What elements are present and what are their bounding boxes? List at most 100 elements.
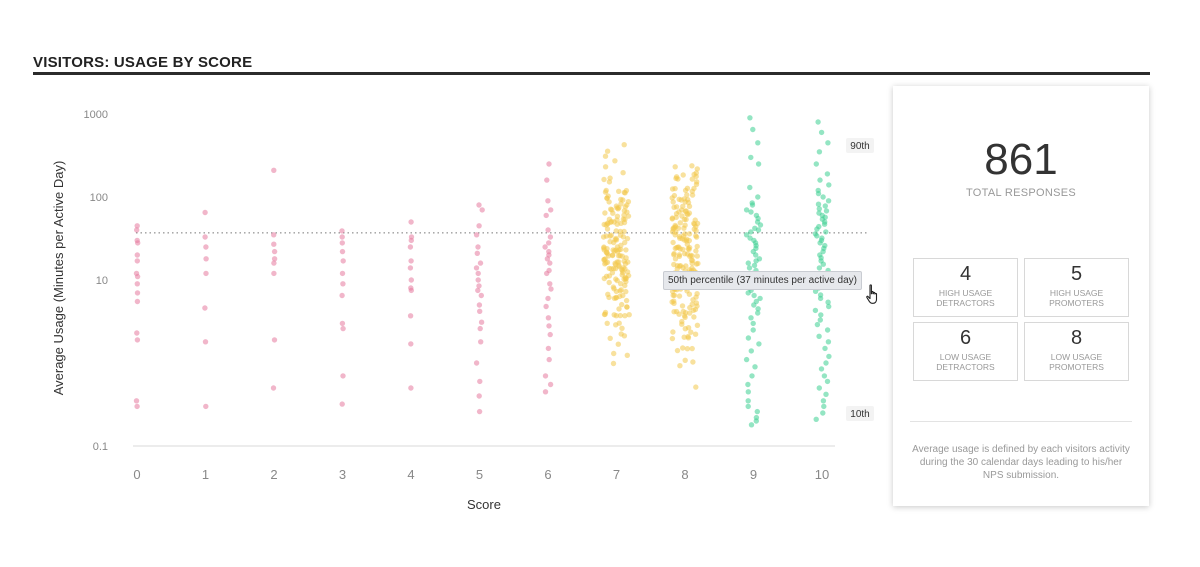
data-point (547, 381, 554, 388)
data-point (611, 312, 617, 318)
data-point (134, 298, 141, 305)
data-point (339, 228, 345, 234)
data-point (822, 345, 828, 352)
data-point (681, 237, 688, 243)
data-point (134, 281, 140, 287)
data-point (602, 189, 609, 195)
data-point (613, 228, 619, 234)
data-point (750, 126, 756, 133)
data-point (816, 265, 823, 271)
data-point (548, 286, 554, 292)
data-point (825, 339, 832, 345)
data-point (681, 216, 688, 222)
data-point (686, 231, 693, 237)
data-point (680, 345, 686, 351)
data-point (757, 222, 764, 228)
data-point (693, 234, 700, 240)
data-point (690, 297, 696, 303)
data-point (620, 265, 626, 271)
data-point (671, 250, 677, 257)
data-point (750, 320, 756, 327)
data-point (613, 276, 619, 282)
data-point (603, 273, 610, 279)
data-point (743, 232, 750, 238)
data-point (610, 360, 617, 367)
data-point (818, 366, 825, 372)
data-point (824, 378, 831, 385)
data-point (748, 154, 754, 161)
data-point (823, 208, 830, 214)
data-point (748, 209, 754, 215)
data-point (823, 391, 829, 397)
stat-value: 5 (1070, 263, 1083, 285)
data-point (814, 321, 821, 328)
data-point (620, 170, 626, 176)
data-point (618, 220, 624, 226)
data-point (816, 149, 823, 155)
data-point (624, 304, 630, 310)
data-point (623, 288, 629, 295)
x-tick-label: 1 (202, 467, 209, 482)
data-point (680, 203, 686, 209)
data-point (745, 290, 751, 296)
x-tick-label: 9 (750, 467, 757, 482)
data-point (340, 325, 346, 332)
data-point (619, 301, 625, 308)
data-point (622, 204, 629, 210)
data-point (745, 381, 751, 388)
data-point (407, 265, 414, 271)
data-point (614, 217, 620, 223)
data-point (271, 248, 278, 255)
y-tick-label: 10 (96, 275, 108, 287)
data-point (605, 221, 611, 227)
y-tick-label: 1000 (84, 109, 108, 121)
data-point (745, 403, 751, 410)
data-point (685, 245, 691, 252)
data-point (745, 335, 752, 341)
stat-value: 4 (959, 263, 972, 285)
data-point (825, 198, 832, 204)
data-point (672, 185, 678, 192)
data-point (814, 226, 820, 232)
data-point (624, 209, 630, 215)
data-point (339, 320, 346, 327)
data-point (686, 203, 693, 209)
data-point (620, 292, 626, 299)
data-point (817, 240, 823, 246)
data-point (545, 295, 551, 302)
data-point (616, 306, 622, 312)
data-point (202, 339, 209, 345)
data-point (604, 320, 610, 326)
data-point (271, 337, 278, 343)
data-point (814, 233, 820, 239)
data-point (622, 261, 629, 267)
data-point (202, 305, 208, 311)
data-point (677, 246, 683, 252)
data-point (606, 279, 612, 286)
data-point (612, 158, 618, 164)
data-point (339, 401, 345, 407)
data-point (684, 346, 691, 352)
data-point (473, 360, 480, 366)
stat-label: LOW USAGE DETRACTORS (936, 352, 995, 372)
data-point (679, 303, 686, 309)
usage-definition-note: Average usage is defined by each visitor… (912, 444, 1130, 481)
data-point (545, 198, 551, 204)
data-point (544, 270, 550, 277)
data-point (339, 292, 345, 299)
data-point (821, 403, 827, 410)
data-point (670, 329, 676, 335)
data-point (693, 228, 699, 234)
data-point (755, 194, 761, 200)
data-point (476, 408, 483, 415)
data-point (682, 326, 688, 332)
data-point (475, 244, 481, 250)
data-point (694, 179, 700, 185)
data-point (547, 331, 553, 338)
data-point (750, 327, 756, 333)
data-point (695, 260, 701, 267)
data-point (547, 234, 554, 240)
data-point (751, 262, 758, 269)
data-point (408, 287, 414, 294)
data-point (820, 194, 826, 200)
